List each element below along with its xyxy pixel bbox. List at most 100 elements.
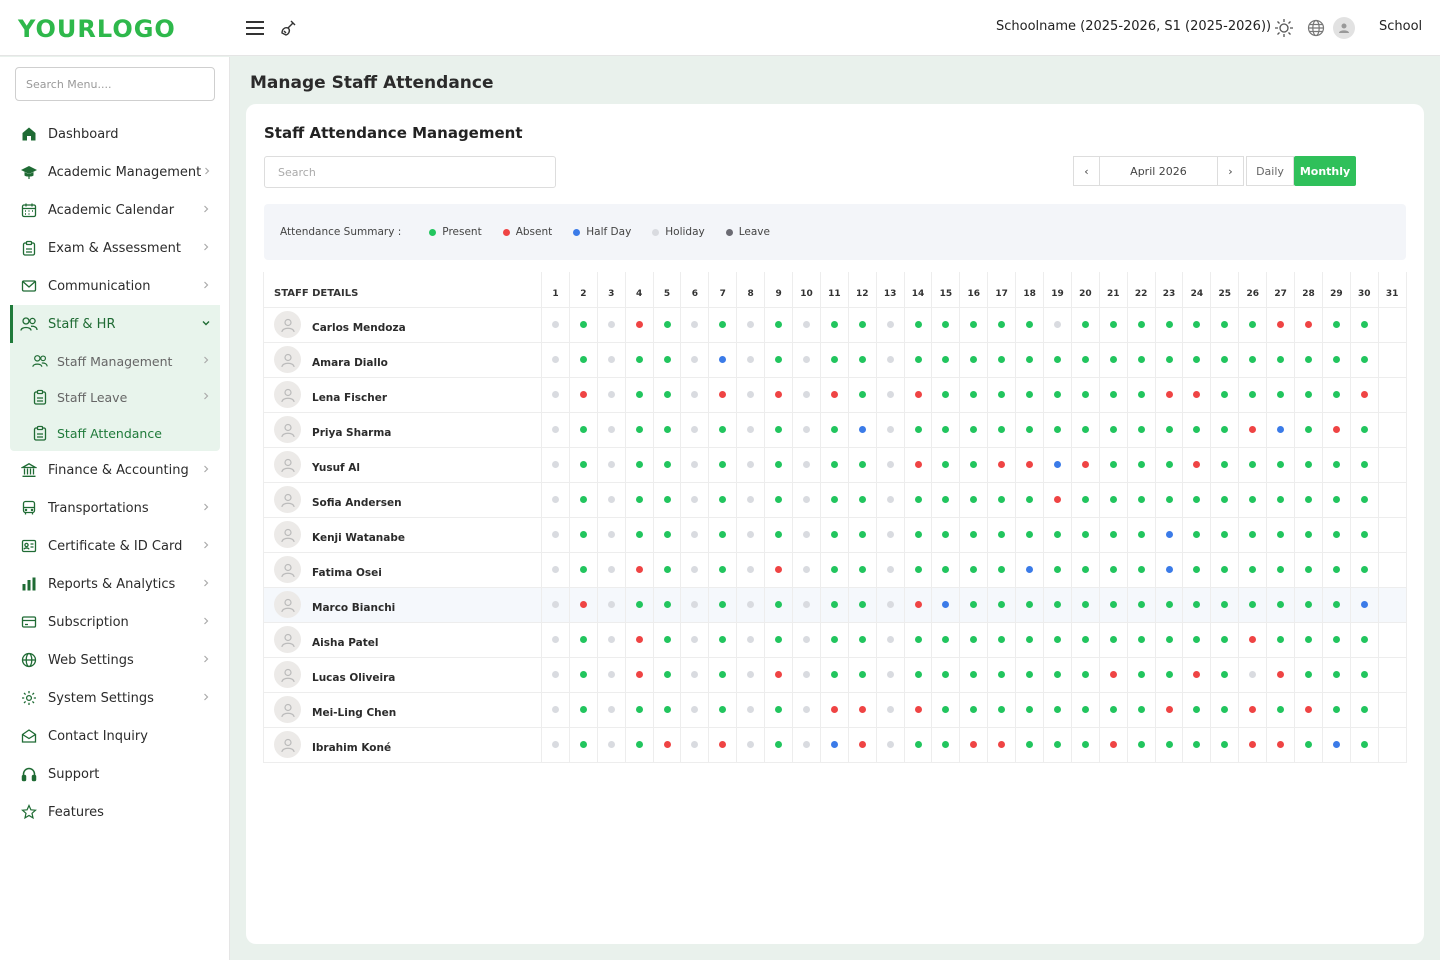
attendance-cell-present[interactable] (959, 691, 989, 728)
attendance-cell-present[interactable] (568, 306, 598, 343)
attendance-cell-present[interactable] (903, 726, 933, 763)
attendance-cell-present[interactable] (1070, 586, 1100, 623)
attendance-cell-present[interactable] (568, 691, 598, 728)
attendance-cell-present[interactable] (1043, 726, 1072, 763)
attendance-cell-present[interactable] (903, 341, 933, 378)
attendance-cell-holiday[interactable] (541, 341, 570, 378)
sidebar-item-support[interactable]: Support (10, 755, 220, 793)
attendance-cell-present[interactable] (987, 691, 1017, 728)
attendance-cell-holiday[interactable] (875, 481, 905, 518)
broom-icon[interactable] (277, 16, 301, 40)
attendance-cell-present[interactable] (568, 516, 598, 553)
attendance-cell-holiday[interactable] (736, 656, 766, 693)
attendance-cell-present[interactable] (959, 551, 989, 588)
attendance-cell-present[interactable] (624, 341, 654, 378)
attendance-cell-present[interactable] (624, 516, 654, 553)
attendance-cell-half-day[interactable] (819, 726, 849, 763)
attendance-cell-absent[interactable] (708, 726, 738, 763)
attendance-cell-present[interactable] (931, 656, 961, 693)
attendance-cell-holiday[interactable] (680, 376, 710, 413)
sidebar-item-contact-inquiry[interactable]: Contact Inquiry (10, 717, 220, 755)
attendance-cell-present[interactable] (1210, 481, 1240, 518)
attendance-cell-holiday[interactable] (541, 586, 570, 623)
attendance-cell-holiday[interactable] (736, 551, 766, 588)
attendance-cell-present[interactable] (1182, 691, 1212, 728)
attendance-cell-absent[interactable] (1182, 376, 1212, 413)
attendance-cell-present[interactable] (931, 726, 961, 763)
attendance-cell-present[interactable] (568, 341, 598, 378)
attendance-cell-holiday[interactable] (596, 621, 626, 658)
attendance-cell-absent[interactable] (1294, 691, 1323, 728)
attendance-cell-present[interactable] (847, 446, 877, 483)
attendance-cell-present[interactable] (764, 481, 794, 518)
attendance-cell-present[interactable] (987, 411, 1017, 448)
attendance-cell-empty[interactable] (1377, 726, 1407, 763)
attendance-cell-present[interactable] (708, 621, 738, 658)
sidebar-item-transportations[interactable]: Transportations (10, 489, 220, 527)
user-avatar[interactable] (1332, 16, 1356, 40)
attendance-cell-absent[interactable] (568, 376, 598, 413)
attendance-cell-present[interactable] (1015, 376, 1045, 413)
attendance-cell-present[interactable] (1043, 691, 1072, 728)
attendance-cell-present[interactable] (903, 481, 933, 518)
attendance-cell-present[interactable] (819, 586, 849, 623)
attendance-cell-present[interactable] (1210, 691, 1240, 728)
attendance-cell-present[interactable] (1126, 691, 1156, 728)
attendance-cell-holiday[interactable] (680, 621, 710, 658)
attendance-cell-present[interactable] (959, 621, 989, 658)
attendance-cell-present[interactable] (1294, 726, 1323, 763)
attendance-cell-present[interactable] (1321, 376, 1351, 413)
attendance-cell-present[interactable] (847, 656, 877, 693)
attendance-cell-holiday[interactable] (875, 376, 905, 413)
table-row[interactable]: Ibrahim Koné (263, 726, 1407, 763)
attendance-cell-holiday[interactable] (680, 481, 710, 518)
attendance-cell-present[interactable] (1294, 446, 1323, 483)
attendance-cell-absent[interactable] (764, 551, 794, 588)
sidebar-item-finance-accounting[interactable]: Finance & Accounting (10, 451, 220, 489)
attendance-cell-holiday[interactable] (680, 656, 710, 693)
attendance-cell-present[interactable] (652, 446, 682, 483)
attendance-cell-holiday[interactable] (736, 621, 766, 658)
attendance-cell-present[interactable] (1294, 341, 1323, 378)
attendance-cell-present[interactable] (847, 516, 877, 553)
attendance-cell-present[interactable] (1126, 726, 1156, 763)
attendance-cell-present[interactable] (931, 621, 961, 658)
attendance-cell-present[interactable] (1015, 481, 1045, 518)
attendance-cell-present[interactable] (1098, 341, 1128, 378)
attendance-cell-present[interactable] (903, 411, 933, 448)
attendance-cell-present[interactable] (568, 656, 598, 693)
attendance-cell-present[interactable] (624, 481, 654, 518)
attendance-cell-holiday[interactable] (875, 306, 905, 343)
attendance-cell-present[interactable] (1098, 621, 1128, 658)
attendance-cell-present[interactable] (1154, 656, 1184, 693)
attendance-cell-present[interactable] (987, 656, 1017, 693)
attendance-cell-holiday[interactable] (680, 411, 710, 448)
attendance-cell-present[interactable] (1238, 446, 1268, 483)
attendance-cell-present[interactable] (1043, 411, 1072, 448)
attendance-cell-present[interactable] (1349, 726, 1379, 763)
attendance-cell-holiday[interactable] (596, 411, 626, 448)
attendance-cell-holiday[interactable] (792, 656, 821, 693)
attendance-cell-present[interactable] (1043, 376, 1072, 413)
attendance-cell-holiday[interactable] (792, 411, 821, 448)
attendance-cell-absent[interactable] (624, 656, 654, 693)
attendance-cell-present[interactable] (987, 516, 1017, 553)
sidebar-item-features[interactable]: Features (10, 793, 220, 831)
attendance-cell-holiday[interactable] (736, 411, 766, 448)
table-row[interactable]: Priya Sharma (263, 411, 1407, 448)
attendance-cell-present[interactable] (1182, 586, 1212, 623)
attendance-cell-holiday[interactable] (736, 446, 766, 483)
attendance-cell-present[interactable] (568, 446, 598, 483)
attendance-cell-present[interactable] (1182, 341, 1212, 378)
attendance-cell-present[interactable] (959, 481, 989, 518)
attendance-cell-present[interactable] (1098, 376, 1128, 413)
attendance-cell-holiday[interactable] (680, 516, 710, 553)
attendance-cell-holiday[interactable] (541, 726, 570, 763)
attendance-cell-present[interactable] (624, 411, 654, 448)
attendance-cell-present[interactable] (931, 446, 961, 483)
attendance-cell-holiday[interactable] (875, 446, 905, 483)
attendance-cell-empty[interactable] (1377, 341, 1407, 378)
attendance-cell-present[interactable] (1182, 551, 1212, 588)
attendance-cell-present[interactable] (931, 411, 961, 448)
attendance-cell-present[interactable] (624, 446, 654, 483)
